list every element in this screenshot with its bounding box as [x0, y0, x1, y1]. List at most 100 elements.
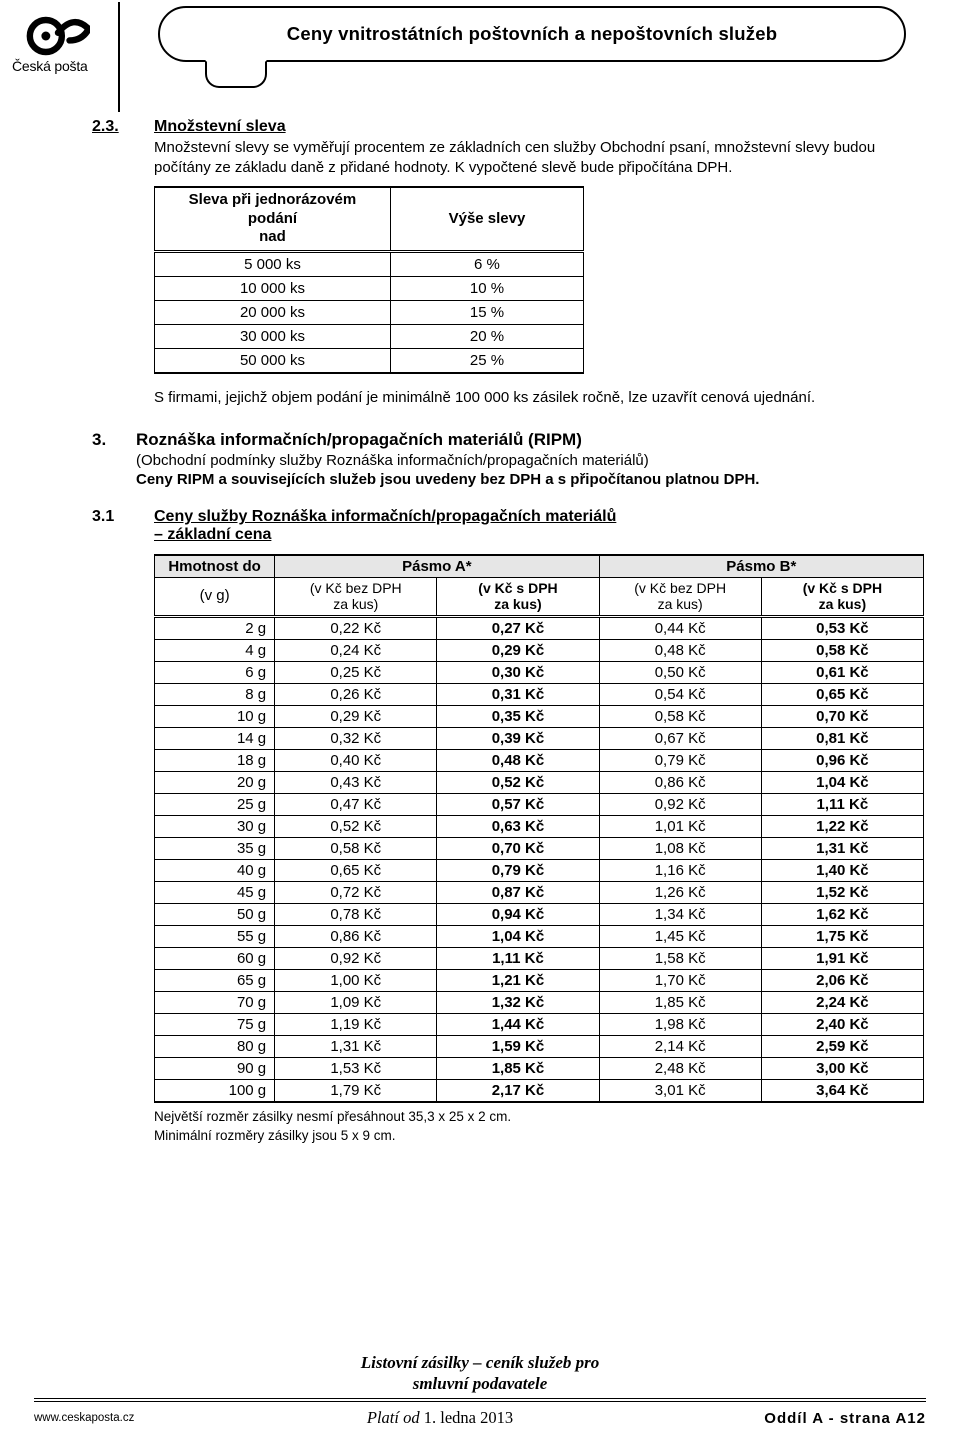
th-s-a: (v Kč s DPH za kus) [437, 577, 599, 616]
table-cell: 10 % [390, 277, 583, 301]
table-cell: 1,31 Kč [275, 1035, 437, 1057]
table-cell: 0,44 Kč [599, 616, 761, 639]
table-row: (v g) (v Kč bez DPH za kus) (v Kč s DPH … [155, 577, 924, 616]
footer-rule [34, 1398, 926, 1402]
table-cell: 1,04 Kč [437, 925, 599, 947]
table-cell: 0,24 Kč [275, 639, 437, 661]
table-cell: 6 % [390, 252, 583, 277]
table-cell: 65 g [155, 969, 275, 991]
table-cell: 80 g [155, 1035, 275, 1057]
table-cell: 0,40 Kč [275, 749, 437, 771]
table-cell: 2 g [155, 616, 275, 639]
table-cell: 0,78 Kč [275, 903, 437, 925]
section-3-1-head: 3.1 Ceny služby Roznáška informačních/pr… [92, 508, 890, 544]
table-cell: 0,79 Kč [599, 749, 761, 771]
table-cell: 0,58 Kč [599, 705, 761, 727]
header-divider [118, 2, 120, 112]
table-cell: 1,16 Kč [599, 859, 761, 881]
table-row: 75 g1,19 Kč1,44 Kč1,98 Kč2,40 Kč [155, 1013, 924, 1035]
table-cell: 1,98 Kč [599, 1013, 761, 1035]
table-cell: 0,43 Kč [275, 771, 437, 793]
table-cell: 0,57 Kč [437, 793, 599, 815]
table-cell: 0,92 Kč [275, 947, 437, 969]
table-row: 10 000 ks10 % [155, 277, 584, 301]
brand-name: Česká pošta [12, 58, 104, 74]
table-cell: 4 g [155, 639, 275, 661]
table-cell: 1,34 Kč [599, 903, 761, 925]
table-cell: 1,85 Kč [599, 991, 761, 1013]
table-cell: 0,39 Kč [437, 727, 599, 749]
table-cell: 6 g [155, 661, 275, 683]
table-cell: 10 g [155, 705, 275, 727]
table-cell: 30 000 ks [155, 325, 391, 349]
footer-center: Listovní zásilky – ceník služeb pro smlu… [34, 1353, 926, 1394]
footer-mid: Platí od 1. ledna 2013 [214, 1408, 666, 1428]
table-cell: 1,58 Kč [599, 947, 761, 969]
table-cell: 0,86 Kč [275, 925, 437, 947]
table-cell: 0,29 Kč [437, 639, 599, 661]
th-left: Sleva při jednorázovém podání nad [155, 187, 391, 252]
table-cell: 0,52 Kč [437, 771, 599, 793]
table-cell: 0,47 Kč [275, 793, 437, 815]
table-row: 50 000 ks25 % [155, 349, 584, 374]
ripm-price-table: Hmotnost do Pásmo A* Pásmo B* (v g) (v K… [154, 554, 924, 1103]
discount-table-wrap: Sleva při jednorázovém podání nad Výše s… [154, 186, 890, 374]
table-row: 50 g0,78 Kč0,94 Kč1,34 Kč1,62 Kč [155, 903, 924, 925]
th-right: Výše slevy [390, 187, 583, 252]
table-cell: 1,44 Kč [437, 1013, 599, 1035]
section-2-3-head: 2.3. Množstevní sleva [92, 118, 890, 136]
page-header: Česká pošta Ceny vnitrostátních poštovní… [0, 0, 960, 118]
table-row: 70 g1,09 Kč1,32 Kč1,85 Kč2,24 Kč [155, 991, 924, 1013]
table-cell: 1,59 Kč [437, 1035, 599, 1057]
table-cell: 1,40 Kč [761, 859, 923, 881]
table-cell: 0,58 Kč [275, 837, 437, 859]
table-cell: 0,54 Kč [599, 683, 761, 705]
table-cell: 2,40 Kč [761, 1013, 923, 1035]
page-footer: Listovní zásilky – ceník služeb pro smlu… [0, 1353, 960, 1442]
th-bez-a: (v Kč bez DPH za kus) [275, 577, 437, 616]
table-cell: 0,67 Kč [599, 727, 761, 749]
table-row: 55 g0,86 Kč1,04 Kč1,45 Kč1,75 Kč [155, 925, 924, 947]
table-row: 100 g1,79 Kč2,17 Kč3,01 Kč3,64 Kč [155, 1079, 924, 1102]
table-cell: 1,32 Kč [437, 991, 599, 1013]
table-cell: 2,48 Kč [599, 1057, 761, 1079]
table-cell: 1,52 Kč [761, 881, 923, 903]
table-cell: 1,19 Kč [275, 1013, 437, 1035]
bubble-tab [205, 60, 267, 88]
th-vg: (v g) [155, 577, 275, 616]
table-cell: 70 g [155, 991, 275, 1013]
table-row: 2 g0,22 Kč0,27 Kč0,44 Kč0,53 Kč [155, 616, 924, 639]
page-title: Ceny vnitrostátních poštovních a nepošto… [287, 23, 777, 45]
th-pasmo-b: Pásmo B* [599, 555, 923, 578]
table-cell: 18 g [155, 749, 275, 771]
table-cell: 20 000 ks [155, 301, 391, 325]
table-cell: 0,70 Kč [761, 705, 923, 727]
table-cell: 1,26 Kč [599, 881, 761, 903]
table-cell: 1,70 Kč [599, 969, 761, 991]
table-row: Hmotnost do Pásmo A* Pásmo B* [155, 555, 924, 578]
table-cell: 10 000 ks [155, 277, 391, 301]
table-cell: 50 000 ks [155, 349, 391, 374]
table-cell: 55 g [155, 925, 275, 947]
table-cell: 0,25 Kč [275, 661, 437, 683]
table-row: 30 000 ks20 % [155, 325, 584, 349]
table-cell: 50 g [155, 903, 275, 925]
table-cell: 40 g [155, 859, 275, 881]
table-row: 45 g0,72 Kč0,87 Kč1,26 Kč1,52 Kč [155, 881, 924, 903]
table-row: 60 g0,92 Kč1,11 Kč1,58 Kč1,91 Kč [155, 947, 924, 969]
table-row: 8 g0,26 Kč0,31 Kč0,54 Kč0,65 Kč [155, 683, 924, 705]
table-row: 20 000 ks15 % [155, 301, 584, 325]
table-cell: 0,53 Kč [761, 616, 923, 639]
table-cell: 1,04 Kč [761, 771, 923, 793]
section-3-1-title-line1: Ceny služby Roznáška informačních/propag… [154, 508, 616, 526]
footer-url: www.ceskaposta.cz [34, 1412, 214, 1424]
table-row: 80 g1,31 Kč1,59 Kč2,14 Kč2,59 Kč [155, 1035, 924, 1057]
table-cell: 0,92 Kč [599, 793, 761, 815]
th-bez-b: (v Kč bez DPH za kus) [599, 577, 761, 616]
table-cell: 2,17 Kč [437, 1079, 599, 1102]
table-cell: 0,61 Kč [761, 661, 923, 683]
section-3-1-title-line2: – základní cena [154, 526, 616, 544]
table-cell: 20 g [155, 771, 275, 793]
section-3-sub1: (Obchodní podmínky služby Roznáška infor… [136, 452, 890, 469]
th-s-b: (v Kč s DPH za kus) [761, 577, 923, 616]
